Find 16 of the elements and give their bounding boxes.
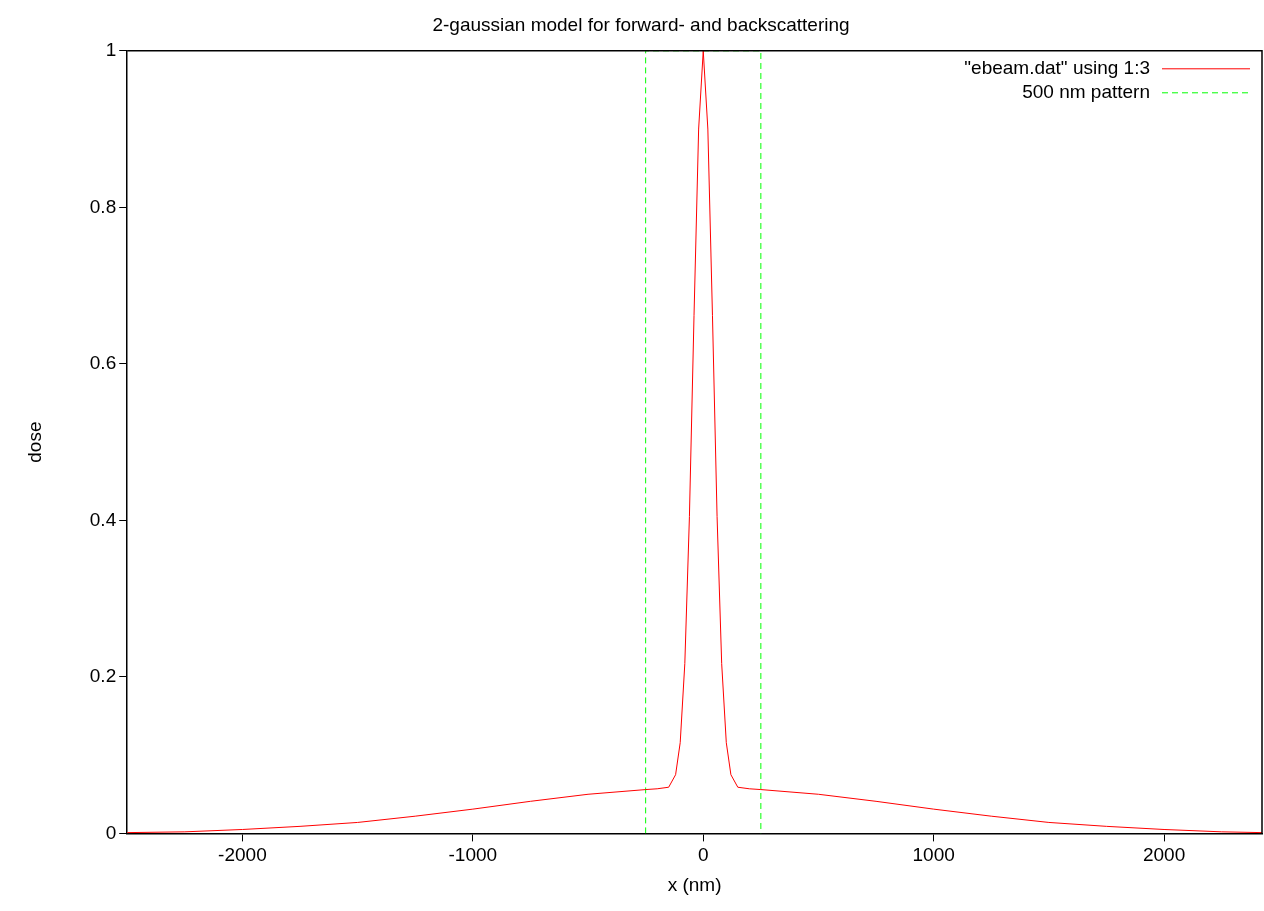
y-tick-label: 0.8 [89, 195, 117, 217]
y-tick-label: 0 [105, 821, 117, 843]
legend-label: "ebeam.dat" using 1:3 [964, 57, 1150, 79]
x-tick-label: 1000 [912, 844, 955, 866]
x-tick-label: -2000 [218, 844, 267, 866]
x-axis-title: x (nm) [667, 873, 722, 895]
y-tick-label: 0.6 [89, 352, 117, 374]
chart-title: 2-gaussian model for forward- and backscattering [432, 13, 850, 35]
x-tick-label: 0 [697, 844, 709, 866]
y-tick-label: 0.4 [89, 508, 117, 530]
x-tick-label: 2000 [1142, 844, 1186, 866]
y-tick-label: 1 [105, 39, 117, 61]
legend-label: 500 nm pattern [1022, 81, 1150, 103]
x-tick-label: -1000 [448, 844, 498, 866]
y-tick-label: 0.2 [89, 665, 117, 687]
y-axis-title: dose [23, 421, 45, 463]
